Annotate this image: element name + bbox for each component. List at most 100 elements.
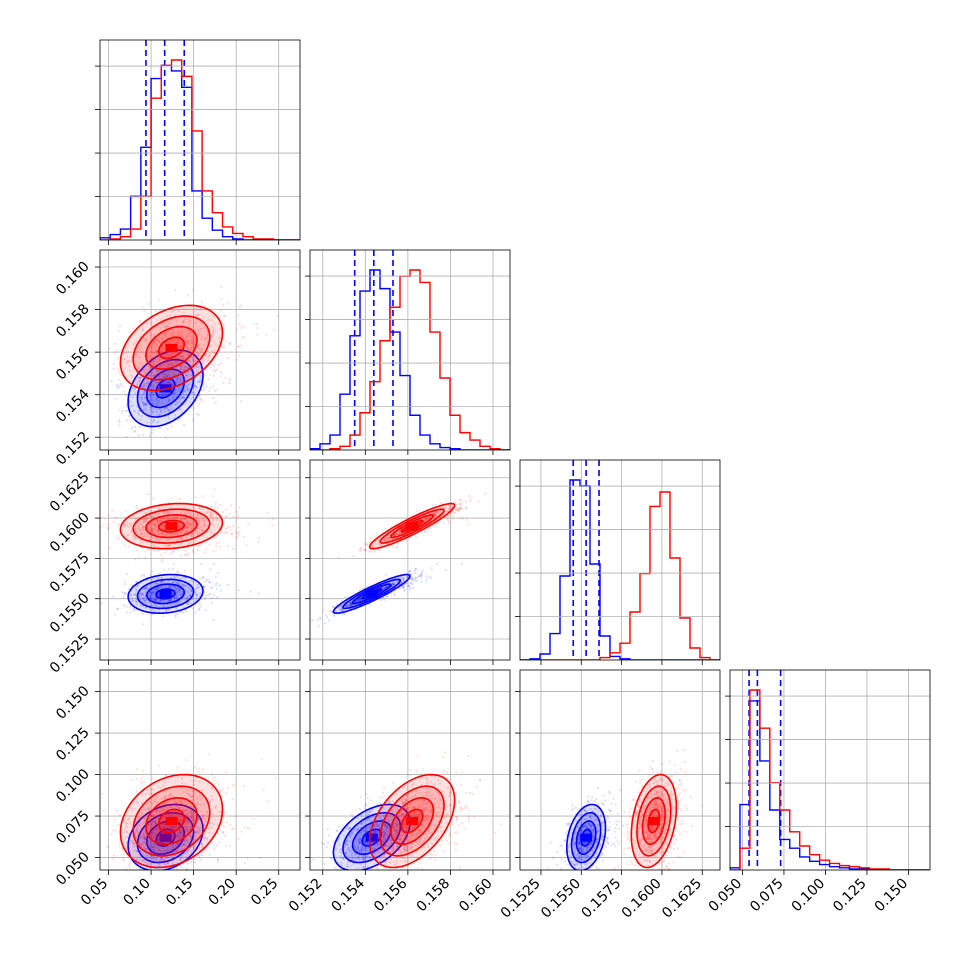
scatter-point: [125, 605, 128, 608]
scatter-point: [151, 595, 154, 598]
scatter-point: [162, 363, 165, 367]
scatter-point: [129, 331, 132, 334]
scatter-point: [194, 321, 197, 324]
scatter-point: [226, 584, 230, 587]
scatter-point: [150, 593, 153, 596]
scatter-point: [420, 572, 423, 575]
scatter-point: [141, 506, 144, 509]
scatter-point: [423, 531, 427, 534]
scatter-point: [187, 522, 190, 525]
scatter-point: [370, 550, 373, 553]
scatter-point: [198, 519, 201, 522]
scatter-point: [198, 854, 201, 857]
scatter-point: [151, 589, 154, 592]
scatter-point: [156, 325, 159, 328]
scatter-point: [159, 371, 162, 374]
scatter-point: [132, 409, 135, 412]
scatter-point: [189, 534, 193, 537]
scatter-point: [199, 577, 202, 580]
scatter-point: [125, 592, 128, 596]
scatter-point: [240, 344, 243, 348]
scatter-point: [159, 598, 162, 602]
scatter-point: [189, 401, 192, 404]
scatter-point: [138, 595, 141, 598]
scatter-point: [188, 330, 191, 333]
scatter-point: [145, 334, 148, 337]
scatter-point: [151, 362, 155, 365]
scatter-point: [186, 525, 189, 528]
scatter-point: [175, 594, 178, 597]
scatter-point: [177, 526, 180, 529]
scatter-point: [383, 586, 386, 590]
scatter-point: [140, 780, 143, 783]
scatter-point: [175, 596, 178, 600]
scatter-point: [238, 533, 241, 536]
scatter-point: [202, 360, 205, 363]
scatter-point: [218, 584, 221, 587]
scatter-point: [230, 871, 232, 873]
scatter-point: [107, 514, 110, 517]
scatter-point: [177, 539, 181, 542]
scatter-point: [201, 519, 204, 523]
scatter-point: [200, 853, 203, 857]
scatter-point: [175, 602, 178, 605]
scatter-point: [241, 336, 244, 339]
scatter-point: [154, 402, 157, 405]
scatter-point: [189, 338, 192, 341]
scatter-point: [157, 339, 160, 342]
scatter-point: [145, 533, 148, 536]
scatter-point: [197, 313, 200, 316]
scatter-point: [252, 322, 255, 325]
scatter-point: [213, 390, 216, 393]
scatter-point: [129, 369, 132, 372]
scatter-point: [188, 387, 191, 391]
scatter-point: [191, 549, 194, 552]
scatter-point: [421, 569, 424, 572]
scatter-point: [147, 526, 150, 529]
contour-line: [145, 513, 198, 539]
scatter-point: [152, 360, 155, 363]
scatter-point: [117, 524, 120, 527]
scatter-point: [237, 589, 240, 592]
scatter-point: [204, 337, 207, 340]
scatter-point: [160, 336, 164, 340]
scatter-point: [158, 520, 162, 523]
scatter-point: [134, 558, 137, 561]
scatter-point: [156, 421, 159, 424]
scatter-point: [142, 605, 145, 608]
scatter-point: [230, 532, 233, 535]
scatter-point: [166, 363, 169, 366]
scatter-point: [149, 405, 152, 408]
scatter-point: [168, 603, 171, 606]
scatter-point: [129, 611, 132, 614]
scatter-point: [201, 576, 204, 580]
scatter-point: [131, 425, 134, 428]
scatter-point: [409, 588, 412, 591]
scatter-point: [217, 861, 220, 864]
scatter-point: [112, 362, 115, 365]
scatter-point: [168, 517, 171, 520]
scatter-point: [175, 587, 178, 590]
scatter-point: [207, 579, 210, 582]
scatter-point: [154, 532, 157, 535]
scatter-point: [211, 841, 214, 845]
scatter-point: [157, 549, 160, 552]
scatter-point: [166, 518, 169, 521]
scatter-point: [149, 535, 152, 538]
scatter-point: [176, 572, 180, 575]
scatter-point: [350, 602, 353, 605]
scatter-point: [346, 603, 349, 607]
scatter-point: [159, 519, 162, 522]
scatter-point: [118, 409, 121, 412]
scatter-point: [403, 577, 406, 580]
scatter-point: [195, 400, 198, 403]
scatter-point: [155, 360, 158, 363]
scatter-point: [155, 373, 158, 376]
scatter-point: [129, 606, 132, 609]
scatter-point: [225, 515, 228, 518]
scatter-point: [175, 402, 178, 405]
scatter-point: [152, 584, 155, 587]
scatter-point: [159, 326, 162, 329]
scatter-point: [170, 408, 173, 411]
scatter-point: [215, 582, 218, 585]
